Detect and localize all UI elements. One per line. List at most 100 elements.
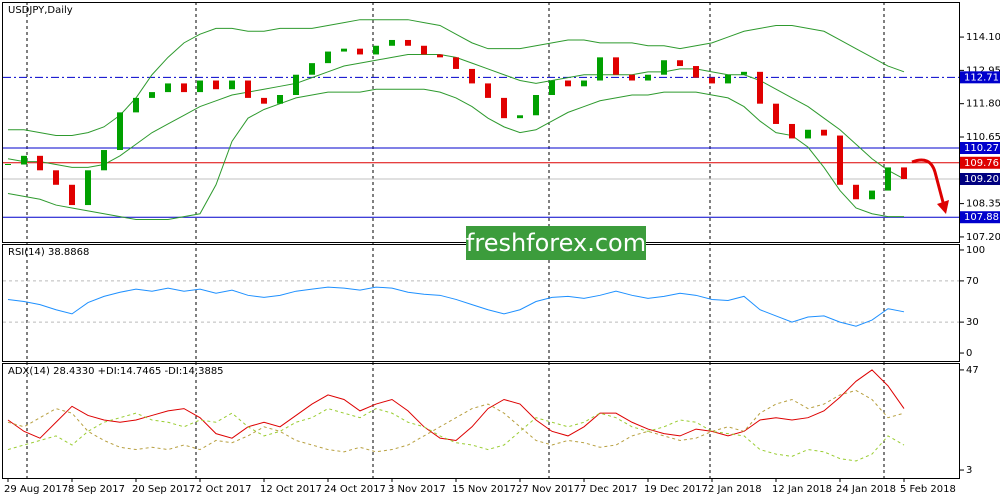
level-label: 110.27: [964, 143, 999, 154]
candle: [597, 57, 603, 81]
level-label-box: [960, 71, 1000, 84]
x-tick-label: 19 Dec 2017: [644, 484, 708, 495]
candle: [517, 115, 523, 119]
indicator-line: [7, 389, 905, 453]
candle: [565, 80, 571, 87]
level-label-box: [960, 142, 1000, 155]
candle: [325, 51, 331, 64]
candle: [357, 48, 363, 55]
candle: [389, 39, 395, 46]
candle: [261, 97, 267, 104]
x-tick-label: 3 Nov 2017: [388, 484, 446, 495]
bollinger-band: [8, 19, 905, 137]
x-tick-label: 12 Jan 2018: [772, 484, 832, 495]
y-tick-label: 107.20: [966, 232, 1000, 243]
candle: [581, 80, 587, 87]
x-tick-label: 20 Sep 2017: [132, 484, 195, 495]
y-tick-label: 30: [966, 317, 979, 328]
candle: [757, 71, 763, 104]
candle: [245, 80, 251, 98]
forecast-arrow: [911, 158, 946, 207]
level-label-box: [960, 211, 1000, 224]
candle: [645, 74, 651, 81]
candle: [885, 167, 891, 191]
y-tick-label: 70: [966, 276, 979, 287]
candle: [853, 184, 859, 200]
candle: [421, 45, 427, 55]
bollinger-band: [7, 53, 905, 180]
candle: [37, 155, 43, 171]
candle: [549, 80, 555, 95]
indicator-line: [7, 369, 905, 441]
candle: [69, 184, 75, 206]
candle: [373, 45, 379, 55]
y-tick-label: 100: [966, 245, 985, 256]
candle: [693, 66, 699, 78]
candle: [101, 150, 107, 171]
indicator-line: [7, 286, 905, 327]
candle: [677, 60, 683, 67]
plot-layer: 114.10 112.95 111.80 110.65 108.35 107.20 112.…: [3, 19, 1000, 495]
candle: [213, 80, 219, 90]
candle: [181, 83, 187, 93]
candle: [485, 83, 491, 98]
watermark: freshforex.com: [466, 229, 646, 257]
level-label-box: [960, 156, 1000, 169]
y-tick-label: 0: [966, 348, 972, 359]
candle: [197, 80, 203, 93]
level-label: 107.88: [964, 212, 999, 223]
candle: [149, 92, 155, 98]
x-tick-label: 2 Oct 2017: [196, 484, 251, 495]
y-tick-label: 114.10: [966, 32, 1000, 43]
candle: [709, 77, 715, 84]
candle: [309, 63, 315, 75]
candle: [629, 74, 635, 81]
candle: [901, 167, 907, 179]
candle: [437, 54, 443, 58]
candle: [821, 129, 827, 136]
candle: [773, 103, 779, 124]
indicator-line: [7, 408, 905, 462]
candle: [53, 170, 59, 185]
candle: [469, 68, 475, 84]
candle: [869, 190, 875, 200]
candle: [21, 155, 27, 165]
adx-title: ADX(14) 28.4330 +DI:14.7465 -DI:14.3885: [8, 366, 224, 377]
price-title: USDJPY,Daily: [8, 5, 73, 16]
x-tick-label: 27 Nov 2017: [516, 484, 580, 495]
level-label: 109.20: [964, 174, 999, 185]
y-tick-label: 108.35: [966, 199, 1000, 210]
y-tick-label: 111.80: [966, 99, 1000, 110]
candle: [725, 74, 731, 84]
candle: [405, 39, 411, 46]
x-tick-label: 7 Dec 2017: [580, 484, 638, 495]
candle: [741, 71, 747, 75]
y-tick-label: 112.95: [966, 65, 1000, 76]
candle: [789, 123, 795, 139]
level-label: 109.76: [964, 158, 999, 169]
candle: [277, 94, 283, 104]
candle: [117, 112, 123, 151]
candle: [837, 135, 843, 185]
watermark-box: [466, 226, 646, 260]
y-tick-label: 110.65: [966, 132, 1000, 143]
x-tick-label: 24 Jan 2018: [836, 484, 896, 495]
x-tick-label: 15 Nov 2017: [452, 484, 516, 495]
rsi-title: RSI(14) 38.8868: [8, 247, 89, 258]
candle: [229, 80, 235, 90]
adx-frame: [2, 363, 960, 479]
candle: [165, 83, 171, 93]
candle: [805, 129, 811, 139]
candle: [613, 57, 619, 75]
candle: [501, 97, 507, 119]
candle: [533, 94, 539, 116]
level-label-box: [960, 172, 1000, 185]
x-tick-label: 12 Oct 2017: [260, 484, 322, 495]
candle: [661, 60, 667, 75]
candle: [341, 48, 347, 52]
y-tick-label: 47: [966, 365, 979, 376]
x-tick-label: 24 Oct 2017: [324, 484, 386, 495]
candle: [453, 57, 459, 69]
forecast-arrow-head: [937, 200, 949, 214]
